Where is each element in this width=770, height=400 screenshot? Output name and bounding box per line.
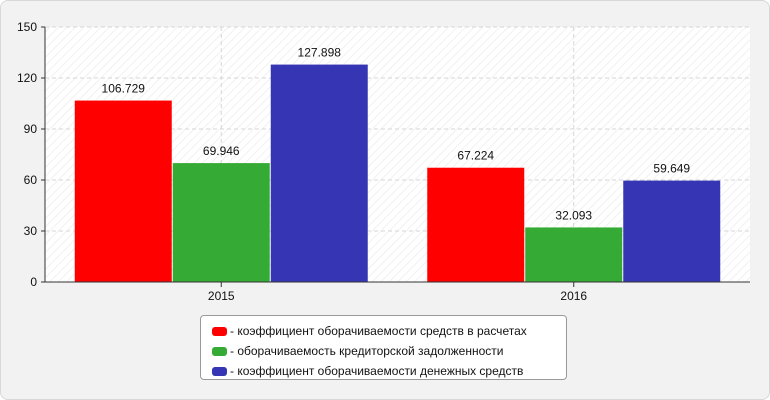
y-tick-label: 120	[17, 71, 37, 85]
legend-item-payables-turnover: - оборачиваемость кредиторской задолженн…	[212, 341, 566, 361]
bar-chart: 0 30 60 90 120 150 2015 106.729 69.946 127.898 201…	[17, 20, 750, 303]
legend-item-receivables-turnover: - коэффициент оборачиваемости средств в …	[212, 321, 566, 341]
y-tick-label: 60	[24, 173, 38, 187]
y-tick-label: 150	[17, 20, 37, 34]
legend-swatch-blue	[212, 366, 227, 376]
legend-item-cash-turnover: - коэффициент оборачиваемости денежных с…	[212, 361, 566, 381]
legend-label: - оборачиваемость кредиторской задолженн…	[230, 344, 504, 358]
data-label: 67.224	[457, 149, 494, 163]
y-tick-label: 0	[30, 275, 37, 289]
legend-swatch-green	[212, 346, 227, 356]
bar	[172, 163, 270, 282]
legend-label: - коэффициент оборачиваемости средств в …	[230, 324, 527, 338]
bar	[525, 227, 623, 282]
labels: 0 30 60 90 120 150 2015 106.729 69.946 127.898 201…	[17, 20, 690, 303]
bar	[270, 64, 368, 283]
legend: - коэффициент оборачиваемости средств в …	[200, 315, 567, 380]
x-tick-label: 2016	[560, 289, 587, 303]
data-label: 106.729	[102, 82, 146, 96]
legend-swatch-red	[212, 326, 227, 336]
data-label: 59.649	[653, 162, 690, 176]
data-label: 127.898	[298, 46, 342, 60]
y-tick-label: 30	[24, 224, 38, 238]
x-tick-label: 2015	[208, 289, 235, 303]
bar	[74, 100, 172, 282]
bar	[623, 180, 721, 282]
axes	[41, 26, 750, 287]
data-label: 32.093	[555, 208, 592, 222]
data-label: 69.946	[203, 144, 240, 158]
legend-label: - коэффициент оборачиваемости денежных с…	[230, 364, 524, 378]
y-tick-label: 90	[24, 122, 38, 136]
bars	[74, 64, 721, 283]
bar	[427, 167, 525, 282]
